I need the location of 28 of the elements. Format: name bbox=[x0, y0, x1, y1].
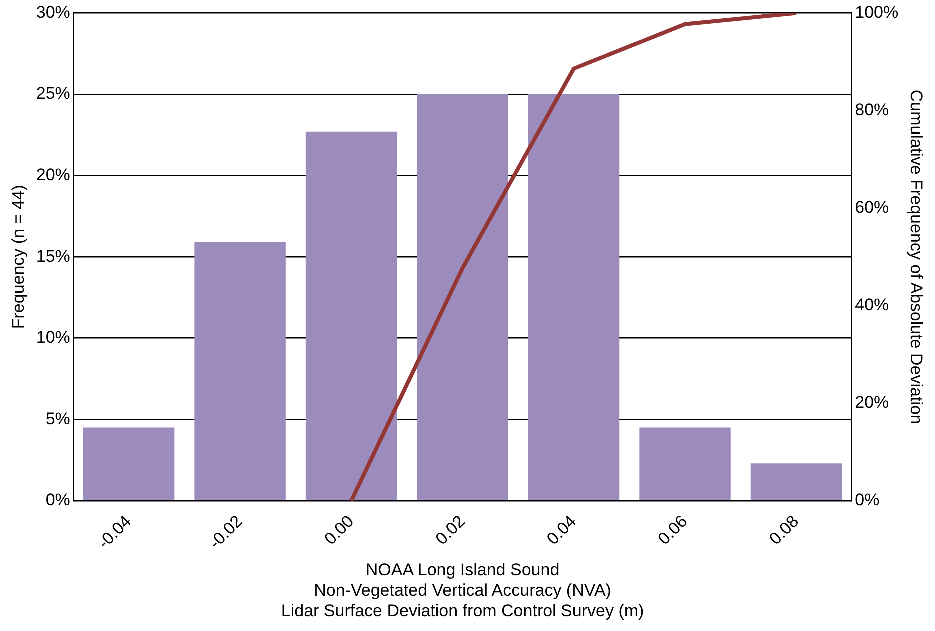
bar bbox=[306, 132, 398, 500]
y2-tick-label: 80% bbox=[855, 100, 890, 120]
bar bbox=[528, 94, 620, 500]
x-tick-label: 0.02 bbox=[432, 512, 469, 549]
y-tick-label: 20% bbox=[36, 165, 70, 184]
y-tick-label: 0% bbox=[46, 490, 70, 510]
y-axis-title: Frequency (n = 44) bbox=[8, 185, 28, 330]
y-tick-label: 15% bbox=[36, 246, 70, 266]
y2-tick-label: 60% bbox=[855, 198, 890, 217]
bar bbox=[83, 428, 175, 500]
bar bbox=[750, 464, 842, 500]
y-tick-label: 30% bbox=[36, 2, 70, 22]
bar bbox=[640, 428, 731, 500]
y2-axis-title: Cumulative Frequency of Absolute Deviation bbox=[907, 90, 926, 424]
x-axis-title: NOAA Long Island Sound Non-Vegetated Vertical Accuracy (NVA) Lidar Surface Deviation from Control Survey (m) bbox=[281, 560, 644, 620]
x-tick-label: 0.08 bbox=[766, 512, 803, 549]
x-tick-label: 0.00 bbox=[320, 512, 358, 549]
y2-tick-label: 40% bbox=[855, 296, 890, 315]
y2-tick-label: 100% bbox=[855, 2, 899, 22]
bar bbox=[194, 242, 286, 500]
bar bbox=[417, 94, 508, 500]
y-tick-label: 10% bbox=[36, 328, 70, 348]
y2-tick-label: 0% bbox=[855, 490, 880, 510]
y-tick-label: 5% bbox=[46, 409, 70, 428]
y-tick-label: 25% bbox=[36, 84, 70, 104]
x-tick-label: 0.06 bbox=[654, 512, 692, 549]
x-tick-label: 0.04 bbox=[543, 512, 580, 549]
y2-tick-label: 20% bbox=[855, 393, 890, 412]
